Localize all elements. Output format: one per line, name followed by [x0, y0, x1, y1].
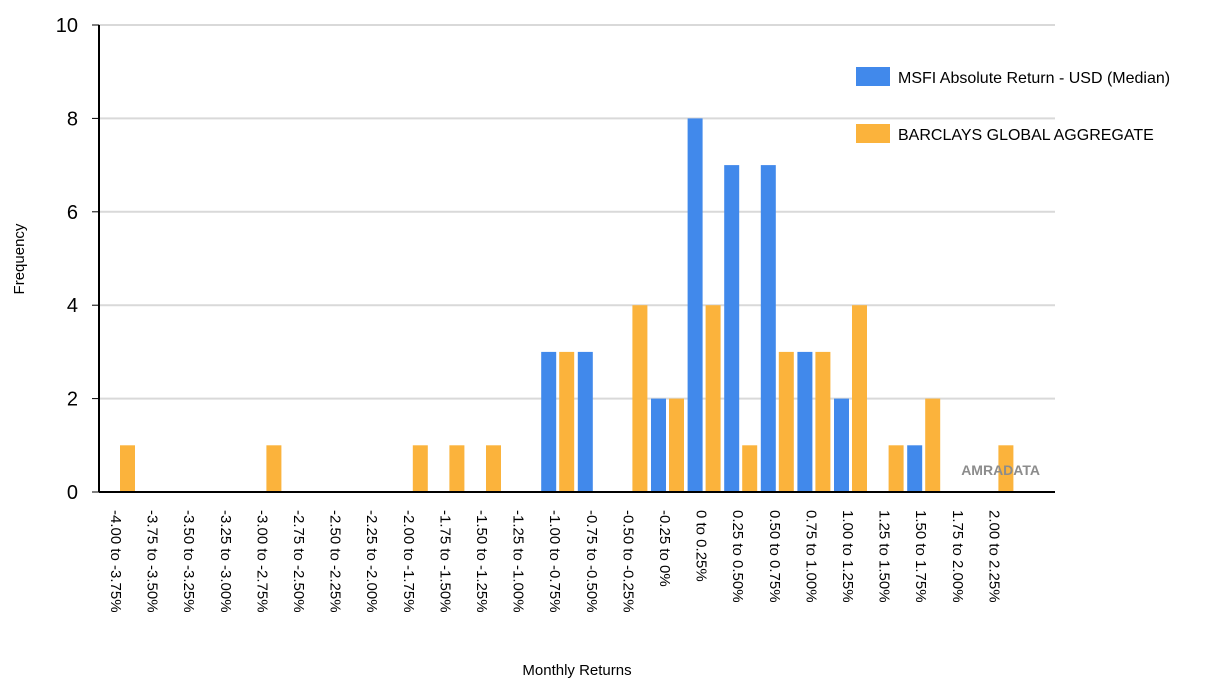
y-tick-labels: 0 2 4 6 8 10 — [56, 15, 99, 504]
bar-series-2 — [925, 398, 941, 492]
axes — [98, 25, 1055, 493]
x-tick-label: -0.25 to 0% — [656, 510, 673, 587]
x-axis-title: Monthly Returns — [522, 662, 631, 679]
y-tick-label: 4 — [67, 295, 78, 317]
x-tick-label: -1.50 to -1.25% — [473, 510, 490, 613]
x-tick-label: 0.50 to 0.75% — [766, 510, 783, 603]
legend-swatch-series-2 — [856, 124, 890, 143]
x-tick-labels: -4.00 to -3.75% -3.75 to -3.50% -3.50 to -… — [107, 510, 1002, 613]
x-tick-label: -0.75 to -0.50% — [583, 510, 600, 613]
y-axis-title: Frequency — [11, 223, 28, 294]
x-tick-label: -3.00 to -2.75% — [253, 510, 270, 613]
x-tick-label: 0.75 to 1.00% — [802, 510, 819, 603]
bar-series-2 — [705, 305, 721, 492]
bar-series-2 — [559, 351, 575, 492]
watermark: AMRADATA — [961, 462, 1040, 478]
x-tick-label: -2.00 to -1.75% — [400, 510, 417, 613]
x-tick-label: -1.00 to -0.75% — [546, 510, 563, 613]
bar-series-2 — [412, 445, 428, 492]
bar-series-1 — [577, 351, 593, 492]
y-tick-label: 6 — [67, 202, 78, 224]
x-tick-label: -2.50 to -2.25% — [327, 510, 344, 613]
x-tick-label: -2.25 to -2.00% — [363, 510, 380, 613]
bars — [120, 118, 1014, 493]
x-tick-label: -1.75 to -1.50% — [436, 510, 453, 613]
x-tick-label: 1.75 to 2.00% — [949, 510, 966, 603]
x-tick-label: 1.25 to 1.50% — [876, 510, 893, 603]
bar-series-2 — [486, 445, 501, 492]
bar-series-2 — [632, 305, 648, 492]
grid-lines — [99, 24, 1055, 400]
bar-series-2 — [998, 445, 1014, 492]
x-tick-label: -3.25 to -3.00% — [217, 510, 234, 613]
bar-series-1 — [797, 351, 813, 492]
bar-series-2 — [815, 351, 831, 492]
bar-series-2 — [852, 305, 867, 492]
bar-series-2 — [888, 445, 904, 492]
y-tick-label: 8 — [67, 108, 78, 130]
x-tick-label: 1.50 to 1.75% — [912, 510, 929, 603]
y-tick-label: 10 — [56, 15, 78, 37]
x-tick-label: -3.75 to -3.50% — [144, 510, 161, 613]
bar-series-1 — [541, 351, 557, 492]
legend-swatch-series-1 — [856, 67, 890, 86]
bar-series-2 — [120, 445, 135, 492]
bar-series-2 — [742, 445, 758, 492]
bar-series-2 — [449, 445, 465, 492]
x-tick-label: -3.50 to -3.25% — [180, 510, 197, 613]
legend: MSFI Absolute Return - USD (Median) BARC… — [856, 67, 1170, 144]
x-tick-label: 0.25 to 0.50% — [729, 510, 746, 603]
x-tick-label: 1.00 to 1.25% — [839, 510, 856, 603]
x-tick-label: -1.25 to -1.00% — [510, 510, 527, 613]
bar-series-1 — [760, 165, 776, 492]
y-tick-label: 0 — [67, 482, 78, 504]
bar-series-2 — [266, 445, 282, 492]
bar-series-2 — [778, 351, 794, 492]
y-tick-label: 2 — [67, 389, 78, 411]
x-tick-label: 2.00 to 2.25% — [985, 510, 1002, 603]
x-tick-label: -2.75 to -2.50% — [290, 510, 307, 613]
x-tick-label: -4.00 to -3.75% — [107, 510, 124, 613]
x-tick-label: 0 to 0.25% — [693, 510, 710, 582]
bar-series-1 — [651, 398, 666, 492]
legend-label-series-1: MSFI Absolute Return - USD (Median) — [898, 70, 1170, 87]
bar-series-1 — [687, 118, 703, 493]
bar-series-1 — [907, 445, 923, 492]
bar-series-1 — [724, 165, 740, 492]
bar-series-1 — [834, 398, 849, 492]
bar-series-2 — [669, 398, 684, 492]
legend-label-series-2: BARCLAYS GLOBAL AGGREGATE — [898, 127, 1154, 144]
x-tick-label: -0.50 to -0.25% — [619, 510, 636, 613]
